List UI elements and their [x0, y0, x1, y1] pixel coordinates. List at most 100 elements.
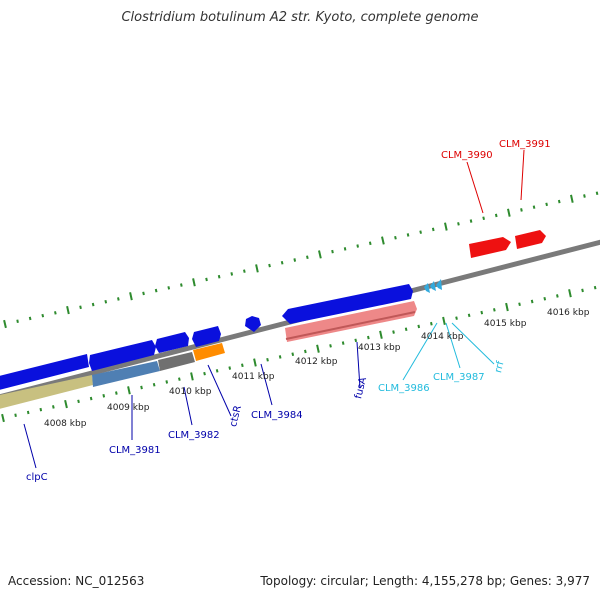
lower-track-minor-tick [404, 327, 408, 332]
lower-track-major-tick [127, 386, 131, 395]
kbp-label-4010: 4010 kbp [169, 387, 212, 397]
upper-track-minor-tick [494, 213, 498, 218]
gene-arrow-clpC [0, 354, 89, 390]
gene-bar-khaki [0, 375, 93, 409]
upper-track-minor-tick [243, 269, 246, 273]
gene-label-CLM_3981: CLM_3981 [109, 445, 161, 456]
kbp-label-4013: 4013 kbp [358, 343, 401, 353]
kbp-label-4016: 4016 kbp [547, 308, 590, 318]
lower-track-minor-tick [593, 285, 597, 290]
gene-label-CLM_3982: CLM_3982 [168, 430, 220, 441]
lower-track-minor-tick [530, 299, 534, 304]
leader-CLM_3990 [466, 161, 484, 214]
gene-bar-pink-edge [285, 311, 416, 340]
leader-rrf [451, 322, 495, 365]
upper-track-major-tick [570, 194, 574, 203]
upper-track-minor-tick [394, 235, 397, 240]
gene-bar-steel [92, 361, 160, 387]
lower-track-minor-tick [52, 405, 55, 409]
kbp-label-4014: 4014 kbp [421, 332, 464, 342]
gene-label-rrf: rrf [493, 360, 507, 374]
lower-track-major-tick [379, 330, 383, 339]
topology-label: Topology: circular; Length: 4,155,278 bp… [260, 574, 590, 588]
leader-CLM_3991 [520, 149, 525, 201]
lower-track-major-tick [568, 289, 572, 298]
gene-label-CLM_3986: CLM_3986 [378, 383, 430, 394]
upper-track-minor-tick [280, 260, 284, 265]
upper-track-minor-tick [595, 191, 599, 196]
upper-track-minor-tick [356, 244, 359, 248]
lower-track-major-tick [64, 399, 68, 409]
gene-arrow-CLM_3987 [430, 281, 436, 291]
upper-track-minor-tick [217, 274, 221, 279]
lower-track-major-tick [505, 302, 509, 312]
kbp-label-4011: 4011 kbp [232, 372, 275, 382]
lower-track-minor-tick [291, 352, 295, 357]
upper-track-minor-tick [268, 263, 271, 268]
lower-track-minor-tick [556, 294, 559, 298]
lower-track-minor-tick [304, 349, 307, 354]
upper-track-minor-tick [431, 227, 435, 232]
lower-track-major-tick [442, 316, 446, 326]
lower-track-minor-tick [165, 380, 169, 384]
leader-CLM_3986 [402, 322, 438, 381]
kbp-label-4009: 4009 kbp [107, 403, 150, 413]
leader-CLM_3987 [445, 322, 461, 369]
upper-track-minor-tick [293, 258, 297, 262]
lower-track-minor-tick [152, 382, 156, 387]
leader-fusA [356, 341, 361, 389]
lower-track-minor-tick [543, 296, 547, 301]
upper-track-minor-tick [180, 283, 183, 287]
lower-track-minor-tick [140, 385, 143, 390]
lower-track-minor-tick [228, 366, 232, 370]
lower-track-minor-tick [480, 310, 484, 315]
upper-track-major-tick [444, 222, 448, 231]
lower-track-minor-tick [467, 313, 471, 318]
upper-track-minor-tick [205, 277, 208, 282]
upper-track-major-tick [255, 264, 259, 273]
lower-track-minor-tick [77, 399, 80, 404]
lower-track-minor-tick [581, 288, 584, 293]
lower-track-minor-tick [518, 302, 521, 307]
lower-track-minor-tick [417, 324, 421, 329]
gene-label-ctsR: ctsR [228, 404, 244, 428]
upper-track-minor-tick [154, 288, 158, 293]
upper-track-minor-tick [28, 316, 32, 321]
lower-tick-track [1, 285, 597, 423]
lower-track-major-tick [253, 358, 257, 367]
upper-track-minor-tick [368, 241, 372, 246]
gene-arrow-CLM_3990 [469, 237, 511, 258]
leader-CLM_3982 [183, 386, 193, 426]
upper-track-minor-tick [142, 291, 145, 296]
upper-track-minor-tick [469, 219, 473, 223]
gene-label-CLM_3990: CLM_3990 [441, 150, 493, 161]
lower-track-major-tick [316, 344, 320, 353]
upper-track-major-tick [129, 292, 133, 301]
upper-track-minor-tick [532, 205, 536, 209]
kbp-label-4008: 4008 kbp [44, 419, 87, 429]
upper-track-minor-tick [306, 255, 309, 260]
lower-track-minor-tick [89, 396, 93, 401]
upper-track-minor-tick [54, 311, 57, 315]
lower-track-minor-tick [354, 338, 358, 343]
upper-track-minor-tick [117, 297, 120, 301]
upper-track-minor-tick [457, 222, 460, 226]
upper-track-minor-tick [419, 230, 422, 234]
lower-track-minor-tick [278, 355, 282, 359]
upper-track-minor-tick [41, 313, 45, 318]
lower-track-minor-tick [341, 341, 345, 345]
lower-track-minor-tick [102, 393, 106, 398]
gene-label-fusA: fusA [353, 376, 369, 400]
kbp-label-4015: 4015 kbp [484, 319, 527, 329]
upper-track-minor-tick [482, 216, 485, 221]
lower-track-minor-tick [455, 316, 458, 320]
lower-track-minor-tick [178, 377, 181, 381]
gene-label-clpC: clpC [26, 472, 48, 483]
upper-track-major-tick [507, 208, 511, 217]
upper-track-major-tick [318, 250, 322, 259]
leader-clpC [23, 423, 37, 469]
lower-track-minor-tick [266, 357, 269, 362]
lower-track-minor-tick [115, 391, 118, 395]
gene-arrow-fusA [282, 284, 413, 324]
